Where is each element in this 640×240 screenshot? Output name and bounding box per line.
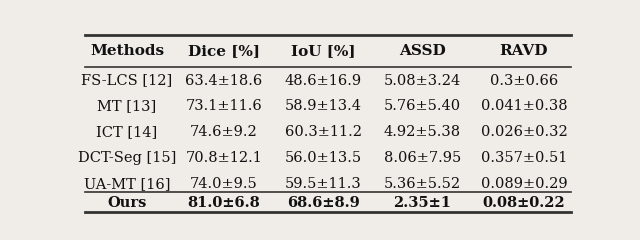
Text: 59.5±11.3: 59.5±11.3 bbox=[285, 177, 362, 191]
Text: 48.6±16.9: 48.6±16.9 bbox=[284, 73, 362, 88]
Text: MT [13]: MT [13] bbox=[97, 99, 157, 114]
Text: FS-LCS [12]: FS-LCS [12] bbox=[81, 73, 173, 88]
Text: 58.9±13.4: 58.9±13.4 bbox=[285, 99, 362, 114]
Text: ASSD: ASSD bbox=[399, 44, 445, 58]
Text: 63.4±18.6: 63.4±18.6 bbox=[185, 73, 262, 88]
Text: UA-MT [16]: UA-MT [16] bbox=[84, 177, 170, 191]
Text: 74.6±9.2: 74.6±9.2 bbox=[190, 125, 258, 139]
Text: Ours: Ours bbox=[108, 196, 147, 210]
Text: DCT-Seg [15]: DCT-Seg [15] bbox=[78, 151, 176, 165]
Text: 4.92±5.38: 4.92±5.38 bbox=[383, 125, 461, 139]
Text: Methods: Methods bbox=[90, 44, 164, 58]
Text: 56.0±13.5: 56.0±13.5 bbox=[284, 151, 362, 165]
Text: 2.35±1: 2.35±1 bbox=[393, 196, 451, 210]
Text: 5.76±5.40: 5.76±5.40 bbox=[383, 99, 461, 114]
Text: 5.36±5.52: 5.36±5.52 bbox=[383, 177, 461, 191]
Text: IoU [%]: IoU [%] bbox=[291, 44, 355, 58]
Text: 68.6±8.9: 68.6±8.9 bbox=[287, 196, 360, 210]
Text: 0.026±0.32: 0.026±0.32 bbox=[481, 125, 567, 139]
Text: 0.357±0.51: 0.357±0.51 bbox=[481, 151, 567, 165]
Text: 5.08±3.24: 5.08±3.24 bbox=[383, 73, 461, 88]
Text: 73.1±11.6: 73.1±11.6 bbox=[186, 99, 262, 114]
Text: 0.089±0.29: 0.089±0.29 bbox=[481, 177, 567, 191]
Text: 60.3±11.2: 60.3±11.2 bbox=[285, 125, 362, 139]
Text: 74.0±9.5: 74.0±9.5 bbox=[190, 177, 258, 191]
Text: 8.06±7.95: 8.06±7.95 bbox=[383, 151, 461, 165]
Text: 70.8±12.1: 70.8±12.1 bbox=[186, 151, 262, 165]
Text: ICT [14]: ICT [14] bbox=[97, 125, 157, 139]
Text: Dice [%]: Dice [%] bbox=[188, 44, 260, 58]
Text: RAVD: RAVD bbox=[500, 44, 548, 58]
Text: 0.041±0.38: 0.041±0.38 bbox=[481, 99, 567, 114]
Text: 81.0±6.8: 81.0±6.8 bbox=[188, 196, 260, 210]
Text: 0.08±0.22: 0.08±0.22 bbox=[483, 196, 565, 210]
Text: 0.3±0.66: 0.3±0.66 bbox=[490, 73, 558, 88]
